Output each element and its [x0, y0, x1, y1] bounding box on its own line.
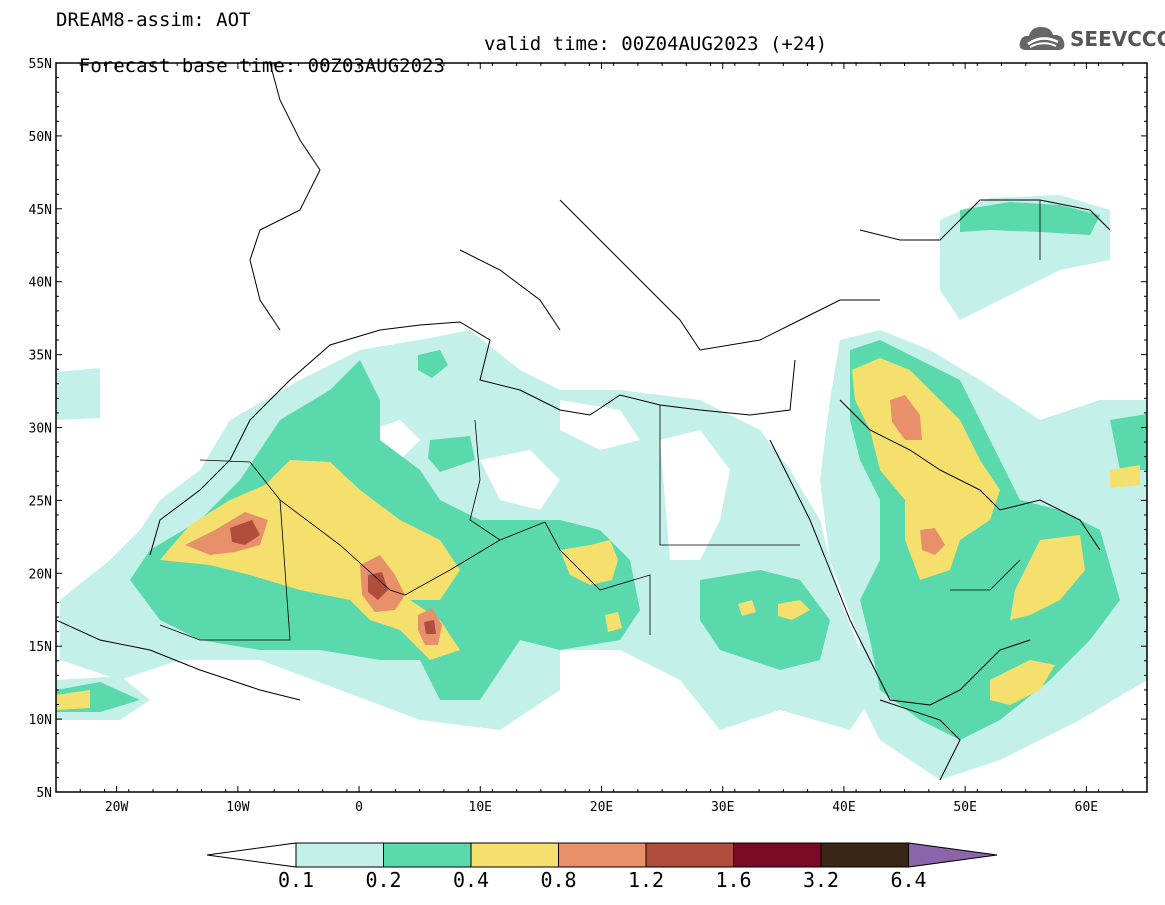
base-time-text: Forecast base time: 00Z03AUG2023 [78, 55, 445, 77]
colorbar: 0.1 0.2 0.4 0.8 1.2 1.6 3.2 6.4 [206, 842, 998, 892]
colorbar-segment [820, 842, 909, 868]
coastlines [56, 63, 1111, 781]
colorbar-segment [645, 842, 734, 868]
colorbar-segment [470, 842, 559, 868]
colorbar-segment [558, 842, 647, 868]
valid-time: valid time: 00Z04AUG2023 (+24) [484, 33, 828, 55]
colorbar-label: 6.4 [890, 868, 926, 892]
colorbar-segment [383, 842, 472, 868]
logo-text: SEEVCCC [1070, 27, 1165, 51]
colorbar-label: 0.4 [453, 868, 489, 892]
lat-tick-label: 50N [29, 130, 52, 145]
lat-tick-label: 5N [36, 786, 52, 801]
lat-tick-label: 40N [29, 276, 52, 291]
lon-tick-label: 0 [355, 800, 363, 815]
colorbar-label: 1.6 [715, 868, 751, 892]
colorbar-label: 0.1 [278, 868, 314, 892]
longitude-axis: 20W 10W 0 10E 20E 30E 40E 50E 60E [55, 63, 1148, 815]
lon-tick-label: 20W [105, 800, 129, 815]
lon-tick-label: 20E [590, 800, 613, 815]
colorbar-segment [295, 842, 384, 868]
lon-tick-label: 30E [711, 800, 734, 815]
aot-level-1.2 [230, 520, 436, 634]
lat-tick-label: 55N [29, 57, 52, 72]
colorbar-label: 0.8 [540, 868, 576, 892]
colorbar-label: 1.2 [628, 868, 664, 892]
lat-tick-label: 25N [29, 494, 52, 509]
map-title: DREAM8-assim: AOT [56, 9, 251, 31]
lat-tick-label: 45N [29, 203, 52, 218]
lat-tick-label: 30N [29, 422, 52, 437]
lat-tick-label: 10N [29, 713, 52, 728]
lon-tick-label: 50E [953, 800, 976, 815]
borders [159, 200, 1041, 641]
colorbar-over-arrow [908, 842, 998, 868]
aot-field [56, 195, 1147, 780]
forecast-base-time: Forecast base time: 00Z03AUG2023 valid t… [56, 33, 827, 99]
colorbar-segment [733, 842, 822, 868]
lat-tick-label: 35N [29, 349, 52, 364]
cloud-icon [1019, 27, 1065, 50]
lat-tick-label: 15N [29, 640, 52, 655]
seevccc-logo: SEEVCCC [1018, 22, 1165, 56]
colorbar-under-arrow [206, 842, 297, 868]
lon-tick-label: 10E [469, 800, 492, 815]
lon-tick-label: 60E [1075, 800, 1098, 815]
latitude-axis: 55N 50N 45N 40N 35N 30N 25N 20N 15N 10N 5N [29, 57, 1147, 801]
lon-tick-label: 40E [832, 800, 855, 815]
colorbar-label: 0.2 [365, 868, 401, 892]
colorbar-label: 3.2 [803, 868, 839, 892]
lat-tick-label: 20N [29, 567, 52, 582]
lon-tick-label: 10W [226, 800, 250, 815]
